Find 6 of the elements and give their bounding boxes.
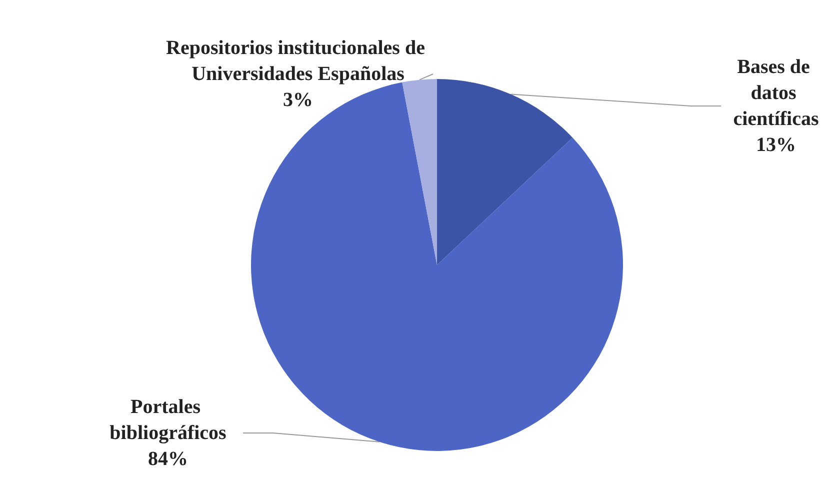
data-label: 13% (756, 134, 796, 156)
slice-label: Portales bibliográficos (110, 396, 227, 444)
slice-label: Repositorios institucionales de Universidades Españolas (166, 37, 430, 85)
slice-label: Bases de datos científicas (733, 56, 819, 130)
data-label: 3% (283, 89, 313, 111)
data-label: 84% (148, 448, 188, 470)
